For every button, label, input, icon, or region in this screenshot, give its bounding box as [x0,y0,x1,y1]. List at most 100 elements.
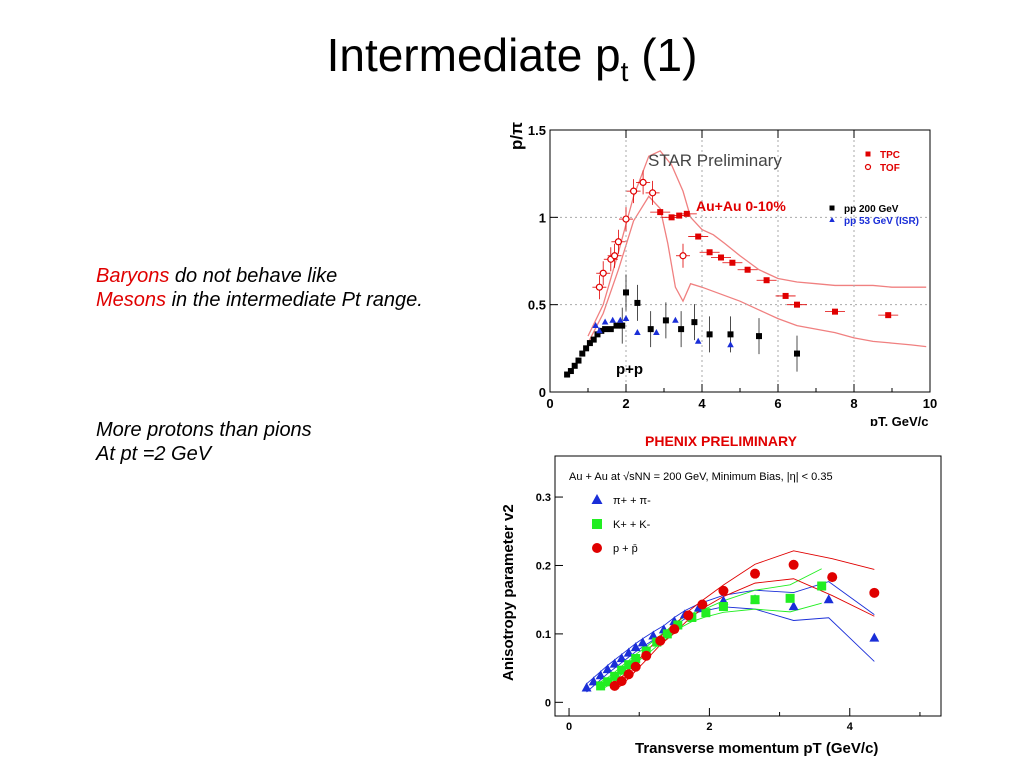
star-point-tpc [668,214,675,221]
phenix-sys-upper [614,550,875,683]
phenix-point-kaon [785,593,795,603]
star-point-pp-200-gev [607,326,614,333]
phenix-legend-marker-proton [592,543,602,553]
star-point-pp-200-gev [594,331,601,338]
phenix-chart-title: PHENIX PRELIMINARY [645,433,798,449]
star-legend-marker-tof [864,163,872,171]
phenix-point-kaon [701,608,711,618]
star-point-pp-53-gev-isr [634,329,641,336]
phenix-y-axis-label: Anisotropy parameter v2 [500,504,517,681]
star-point-pp-200-gev [602,326,609,333]
star-y-tick-label: 0.5 [528,298,546,313]
phenix-point-proton [630,661,641,672]
star-pp-label: p+p [616,361,643,378]
phenix-point-pion [823,594,834,604]
phenix-point-proton [718,585,729,596]
phenix-axis-ticks: 0 2 4 0 0.1 0.2 0.3 [536,492,921,733]
phenix-point-pion [581,682,592,692]
phenix-point-pion [623,647,634,657]
star-point-tof [622,215,630,223]
phenix-y-tick-label: 0.1 [536,629,551,641]
star-point-pp-200-gev [678,326,685,333]
phenix-point-pion [788,601,799,611]
phenix-point-proton [827,572,838,583]
phenix-point-kaon [603,677,613,687]
phenix-point-proton [616,676,627,687]
star-point-pp-200-gev [619,322,626,329]
star-point-tpc [695,233,702,240]
star-axis-ticks: 0 2 4 6 8 10 0 0.5 1 1.5 [528,123,937,411]
note-baryons-word: Baryons [96,265,170,287]
star-x-tick-label: 6 [774,396,781,411]
star-point-pp-200-gev [662,317,669,324]
phenix-point-pion [637,637,648,647]
note-line2-rest: in the intermediate Pt range. [166,289,423,311]
star-point-tof [595,283,604,291]
star-x-axis-label: pT, GeV/c [870,414,929,426]
star-model-bands [587,150,927,348]
star-point-tof [649,189,657,197]
phenix-point-proton [869,587,880,598]
star-point-pp-200-gev [583,345,590,352]
phenix-legend-marker-pion [591,494,603,504]
phenix-point-kaon [817,581,827,591]
star-x-tick-label: 2 [622,396,629,411]
phenix-point-proton [609,680,620,691]
star-point-tpc [763,277,770,284]
star-point-tof [610,252,619,260]
note-mesons-word: Mesons [96,289,167,311]
star-point-pp-200-gev [586,340,593,347]
star-point-tpc [794,301,800,308]
star-point-pp-200-gev [567,368,574,375]
phenix-x-tick-label: 0 [566,721,572,733]
star-x-tick-label: 10 [923,396,937,411]
phenix-point-pion [869,632,880,642]
note-baryons-mesons: Baryons do not behave like Mesons in the… [96,264,426,312]
phenix-point-kaon [596,681,606,691]
star-point-pp-53-gev-isr [617,316,624,323]
star-gridlines [550,130,930,392]
phenix-point-proton [750,568,761,579]
star-y-tick-label: 1.5 [528,123,546,138]
title-end: (1) [628,29,698,81]
phenix-legend-marker-kaon [592,519,602,529]
phenix-point-proton [623,669,634,680]
star-point-pp-200-gev [564,371,571,378]
star-point-pp-53-gev-isr [592,322,599,329]
phenix-y-tick-label: 0 [545,697,551,709]
phenix-legend-label-kaon: K+ + K- [613,519,651,531]
star-point-tpc [885,312,892,319]
star-legend-marker-pp-200-gev [829,205,835,211]
star-y-tick-label: 1 [539,210,546,225]
slide-title: Intermediate pt (1) [0,28,1024,88]
phenix-point-kaon [624,660,634,670]
phenix-point-proton [683,610,694,621]
star-legend-marker-pp-53-gev-isr [829,217,835,222]
star-point-tpc [782,292,789,299]
phenix-point-kaon [662,629,672,639]
star-legend-label-pp-53-gev-isr: pp 53 GeV (ISR) [844,216,919,227]
star-chart-title: STAR Preliminary [648,151,782,170]
phenix-point-pion [648,630,659,640]
star-point-pp-200-gev [794,350,800,357]
phenix-point-proton [669,624,680,635]
star-point-tpc [729,259,736,266]
star-point-pp-200-gev [647,326,654,333]
star-x-tick-label: 4 [698,396,706,411]
star-point-pp-200-gev [623,289,629,296]
star-point-pp-200-gev [691,319,698,326]
star-point-tof [629,187,638,195]
phenix-legend: π+ + π- K+ + K-p + p̄ [591,494,651,555]
star-point-pp-200-gev [571,362,578,369]
star-y-tick-label: 0 [539,385,546,400]
phenix-point-pion [609,658,620,668]
phenix-point-pion [630,642,641,652]
star-legend-label-tof: TOF [880,163,900,174]
phenix-legend-label-proton: p + p̄ [613,543,638,555]
phenix-v2-chart: PHENIX PRELIMINARY 0 2 4 0 0.1 0.2 0.3 Au + Au… [500,433,942,757]
note-protons-pions: More protons than pions At pt =2 GeV [96,418,426,466]
phenix-point-proton [788,559,799,570]
phenix-point-kaon [673,620,683,630]
star-point-pp-200-gev [590,336,597,343]
